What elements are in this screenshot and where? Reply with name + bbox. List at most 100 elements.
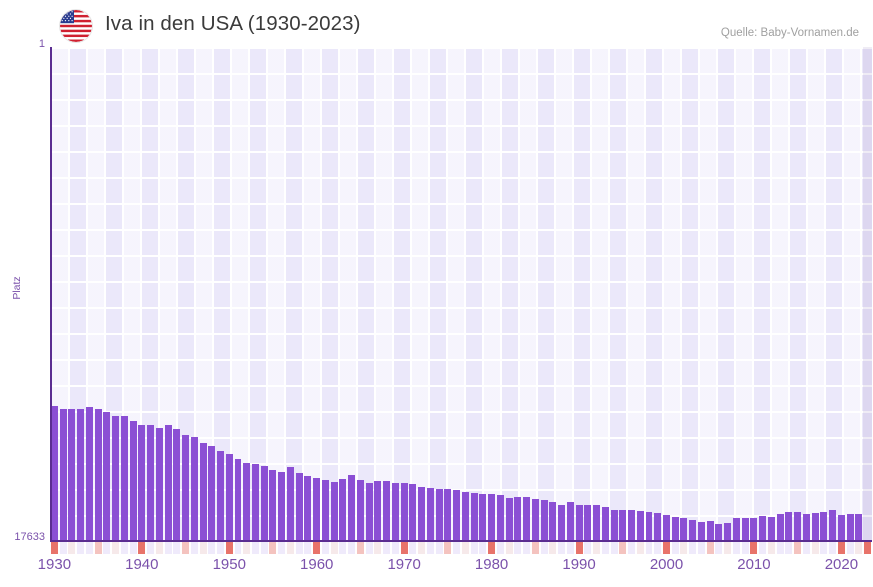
x-tick-marker <box>549 542 557 554</box>
x-tick-marker <box>593 542 601 554</box>
x-tick-marker <box>313 542 321 554</box>
page-title: Iva in den USA (1930-2023) <box>105 12 361 35</box>
y-axis-line <box>50 47 52 541</box>
y-axis-label: Platz <box>11 276 23 300</box>
bar <box>479 493 487 541</box>
x-axis-tick-label: 1940 <box>125 556 159 573</box>
bar <box>619 509 627 541</box>
bar <box>575 504 583 541</box>
x-tick-marker <box>645 542 653 554</box>
x-tick-marker <box>286 542 294 554</box>
bar <box>190 437 198 541</box>
x-tick-marker <box>584 542 592 554</box>
bar <box>741 517 749 541</box>
bar <box>400 482 408 541</box>
plot-area <box>50 47 872 541</box>
x-axis-tick-label: 1970 <box>387 556 421 573</box>
x-tick-marker <box>566 542 574 554</box>
bar <box>767 516 775 541</box>
x-tick-marker <box>837 542 845 554</box>
x-tick-marker <box>444 542 452 554</box>
x-tick-marker <box>400 542 408 554</box>
x-tick-marker <box>269 542 277 554</box>
bar <box>418 487 426 541</box>
bar <box>496 495 504 541</box>
x-tick-marker <box>531 542 539 554</box>
bar <box>776 513 784 541</box>
x-tick-marker <box>636 542 644 554</box>
bar <box>217 451 224 541</box>
x-tick-marker <box>855 542 863 554</box>
bar <box>173 428 181 541</box>
bar <box>348 474 356 541</box>
bar <box>785 511 793 541</box>
x-tick-marker <box>409 542 417 554</box>
bar <box>732 518 740 541</box>
bar <box>50 406 58 541</box>
bar <box>252 464 259 541</box>
x-tick-marker <box>864 542 872 554</box>
x-tick-marker <box>453 542 461 554</box>
x-tick-marker <box>741 542 749 554</box>
bar <box>645 511 653 541</box>
bar <box>286 466 294 541</box>
x-tick-marker <box>208 542 216 554</box>
x-tick-marker <box>426 542 434 554</box>
x-axis-line <box>50 540 872 542</box>
x-tick-marker <box>663 542 670 554</box>
x-tick-marker <box>234 542 242 554</box>
bar <box>313 478 321 541</box>
bar <box>59 408 67 541</box>
x-tick-marker <box>680 542 688 554</box>
bar <box>715 524 723 541</box>
x-tick-marker <box>732 542 740 554</box>
bar <box>759 516 767 541</box>
x-tick-marker <box>575 542 583 554</box>
x-tick-marker <box>243 542 251 554</box>
x-tick-marker <box>488 542 496 554</box>
x-tick-marker <box>671 542 679 554</box>
bar <box>391 482 399 541</box>
x-tick-marker <box>785 542 793 554</box>
bar <box>164 425 172 541</box>
bar <box>199 442 207 541</box>
bar <box>426 487 434 541</box>
bar <box>304 475 312 541</box>
x-tick-marker <box>199 542 207 554</box>
bar <box>593 505 601 541</box>
bar <box>461 491 469 541</box>
bars-layer <box>50 47 872 541</box>
bar <box>724 522 732 541</box>
x-tick-marker <box>829 542 837 554</box>
x-axis-tick-label: 1950 <box>212 556 246 573</box>
x-tick-marker <box>155 542 163 554</box>
x-tick-marker <box>182 542 190 554</box>
x-tick-marker <box>811 542 819 554</box>
bar <box>147 425 155 541</box>
x-tick-marker <box>689 542 697 554</box>
bar <box>654 512 662 541</box>
bar <box>138 424 146 541</box>
x-tick-marker <box>750 542 758 554</box>
bar <box>234 459 242 541</box>
x-tick-marker <box>794 542 802 554</box>
bar <box>601 507 609 541</box>
bar <box>540 499 548 541</box>
x-tick-marker <box>365 542 373 554</box>
bar <box>470 492 478 541</box>
bar <box>628 509 635 541</box>
bar <box>77 408 85 541</box>
x-tick-marker <box>217 542 224 554</box>
x-tick-marker <box>846 542 854 554</box>
bar <box>802 514 810 541</box>
x-tick-marker <box>461 542 469 554</box>
x-tick-marker <box>129 542 137 554</box>
bar <box>584 505 592 541</box>
bar <box>182 434 190 541</box>
bar <box>837 514 845 541</box>
x-axis-tick-label: 2000 <box>649 556 684 573</box>
x-tick-marker <box>260 542 268 554</box>
x-axis-tick-label: 2020 <box>824 556 859 573</box>
x-axis-tick-label: 2010 <box>737 556 771 573</box>
bar <box>706 520 714 541</box>
